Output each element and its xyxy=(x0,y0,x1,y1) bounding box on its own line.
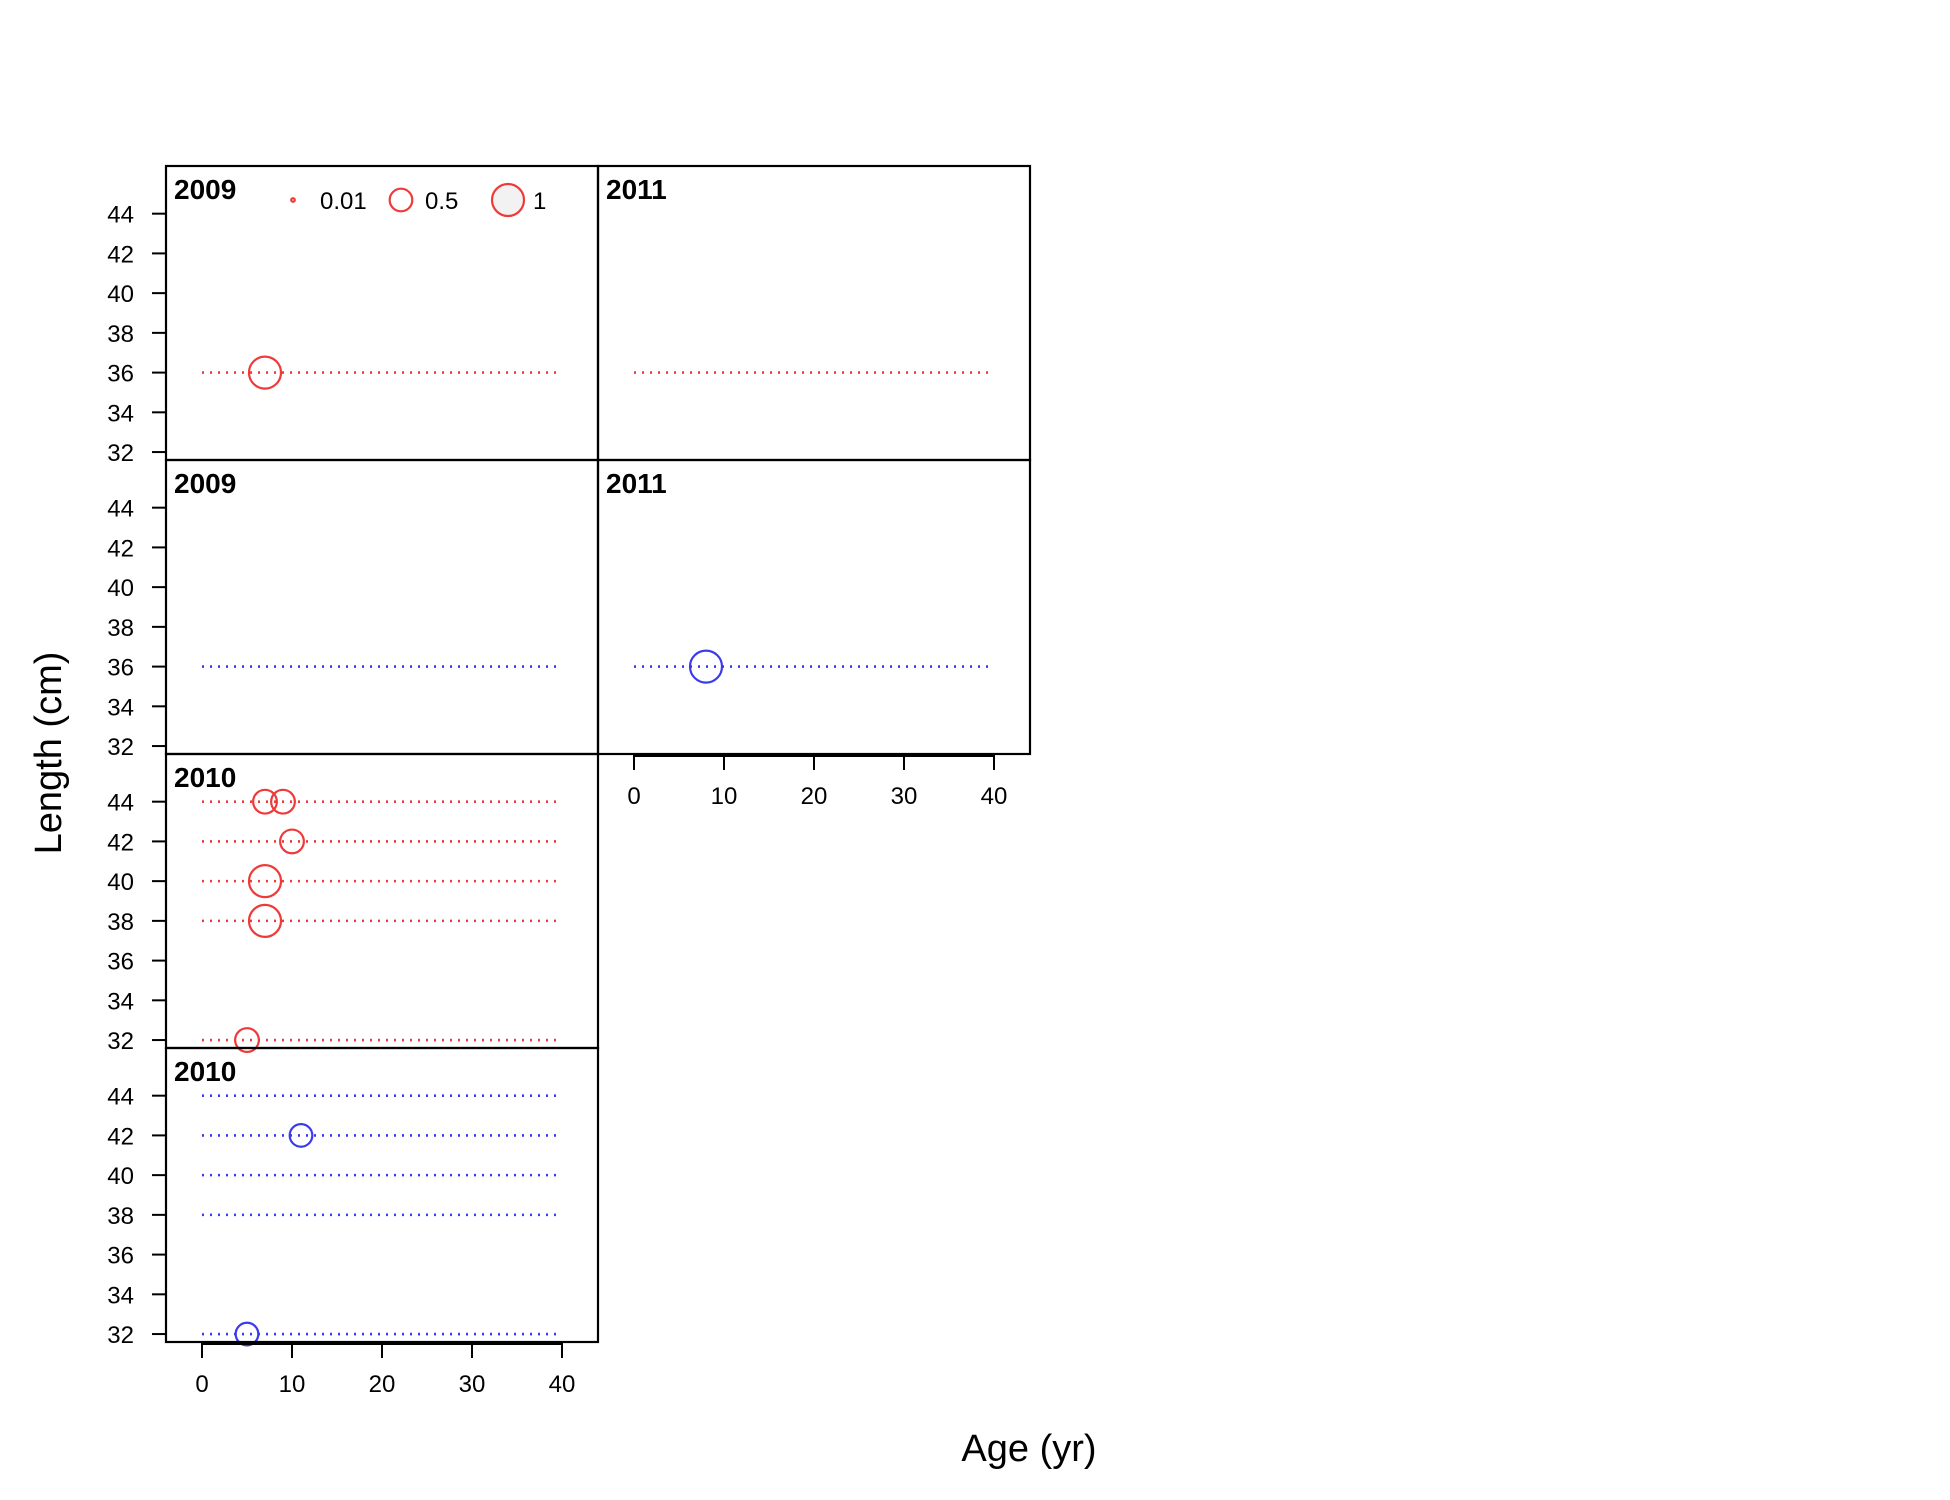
x-tick-label: 40 xyxy=(549,1371,576,1398)
bubble-point xyxy=(234,1321,260,1347)
legend-bubble xyxy=(490,182,526,218)
bubble-point xyxy=(270,788,296,815)
bubble-point xyxy=(234,1027,260,1054)
y-tick-label: 34 xyxy=(107,1282,134,1309)
legend-bubble xyxy=(388,187,414,213)
y-tick-label: 42 xyxy=(107,241,134,268)
bubble-point xyxy=(688,649,724,684)
bubble-point xyxy=(252,788,278,815)
x-tick-label: 0 xyxy=(627,783,640,810)
panel-2011-red: 2011 xyxy=(596,164,1032,462)
x-tick-label: 10 xyxy=(279,1371,306,1398)
x-tick-label: 30 xyxy=(891,783,918,810)
y-tick-label: 40 xyxy=(107,869,134,896)
y-tick-label: 38 xyxy=(107,909,134,936)
panel-2009-red: 2009 32 34 36 38 40 42 44 xyxy=(107,164,600,467)
x-tick-label: 40 xyxy=(981,783,1008,810)
legend-label: 1 xyxy=(533,188,546,215)
x-tick-label: 20 xyxy=(369,1371,396,1398)
panel-2011-blue: 2011 0 10 20 30 40 xyxy=(596,458,1032,810)
panel-year-label: 2010 xyxy=(174,1056,236,1087)
panel-year-label: 2009 xyxy=(174,174,236,205)
panel-year-label: 2011 xyxy=(606,174,667,205)
y-tick-label: 34 xyxy=(107,988,134,1015)
panel-frame xyxy=(596,458,1032,756)
y-tick-label: 42 xyxy=(107,535,134,562)
panel-2009-blue: 2009 32 34 36 38 40 42 44 xyxy=(107,458,600,761)
y-axis-title: Length (cm) xyxy=(28,652,70,855)
x-tick-label: 20 xyxy=(801,783,828,810)
y-tick-label: 42 xyxy=(107,1123,134,1150)
y-tick-label: 34 xyxy=(107,400,134,427)
x-tick-label: 30 xyxy=(459,1371,486,1398)
bubble-point xyxy=(247,355,283,390)
y-tick-label: 40 xyxy=(107,281,134,308)
y-tick-label: 32 xyxy=(107,734,134,761)
y-tick-label: 36 xyxy=(107,1243,134,1270)
x-tick-label: 10 xyxy=(711,783,738,810)
panel-2010-red: 2010 32 34 36 38 40 42 44 xyxy=(107,752,600,1055)
y-tick-label: 32 xyxy=(107,1028,134,1055)
panel-year-label: 2011 xyxy=(606,468,667,499)
y-tick-label: 44 xyxy=(107,1084,134,1111)
y-tick-label: 36 xyxy=(107,655,134,682)
panel-frame xyxy=(164,1046,600,1344)
legend-label: 0.5 xyxy=(425,188,458,215)
bubble-point xyxy=(279,828,305,855)
y-tick-label: 44 xyxy=(107,790,134,817)
y-tick-label: 36 xyxy=(107,361,134,388)
x-axis-title: Age (yr) xyxy=(961,1428,1096,1470)
y-tick-label: 38 xyxy=(107,615,134,642)
panel-frame xyxy=(164,752,600,1050)
x-tick-label: 0 xyxy=(195,1371,208,1398)
panel-frame xyxy=(596,164,1032,462)
panel-year-label: 2009 xyxy=(174,468,236,499)
y-tick-label: 40 xyxy=(107,1163,134,1190)
legend-bubble xyxy=(290,197,296,203)
bubble-point xyxy=(247,864,283,899)
y-tick-label: 42 xyxy=(107,829,134,856)
y-tick-label: 40 xyxy=(107,575,134,602)
legend-label: 0.01 xyxy=(320,188,367,215)
y-tick-label: 32 xyxy=(107,440,134,467)
bubble-point xyxy=(288,1122,314,1148)
legend: 0.01 0.5 1 xyxy=(290,182,546,218)
y-tick-label: 38 xyxy=(107,321,134,348)
y-tick-label: 44 xyxy=(107,202,134,229)
bubble-point xyxy=(247,903,283,938)
panel-frame xyxy=(164,458,600,756)
y-tick-label: 32 xyxy=(107,1322,134,1349)
panel-year-label: 2010 xyxy=(174,762,236,793)
y-tick-label: 36 xyxy=(107,949,134,976)
panel-2010-blue: 2010 32 34 36 38 40 42 44 0 10 20 30 40 xyxy=(107,1046,600,1398)
y-tick-label: 44 xyxy=(107,496,134,523)
panels: 2009 32 34 36 38 40 42 44 2011 2009 32 34 36 38 40 42 44… xyxy=(107,164,1032,1398)
y-tick-label: 38 xyxy=(107,1203,134,1230)
y-tick-label: 34 xyxy=(107,694,134,721)
